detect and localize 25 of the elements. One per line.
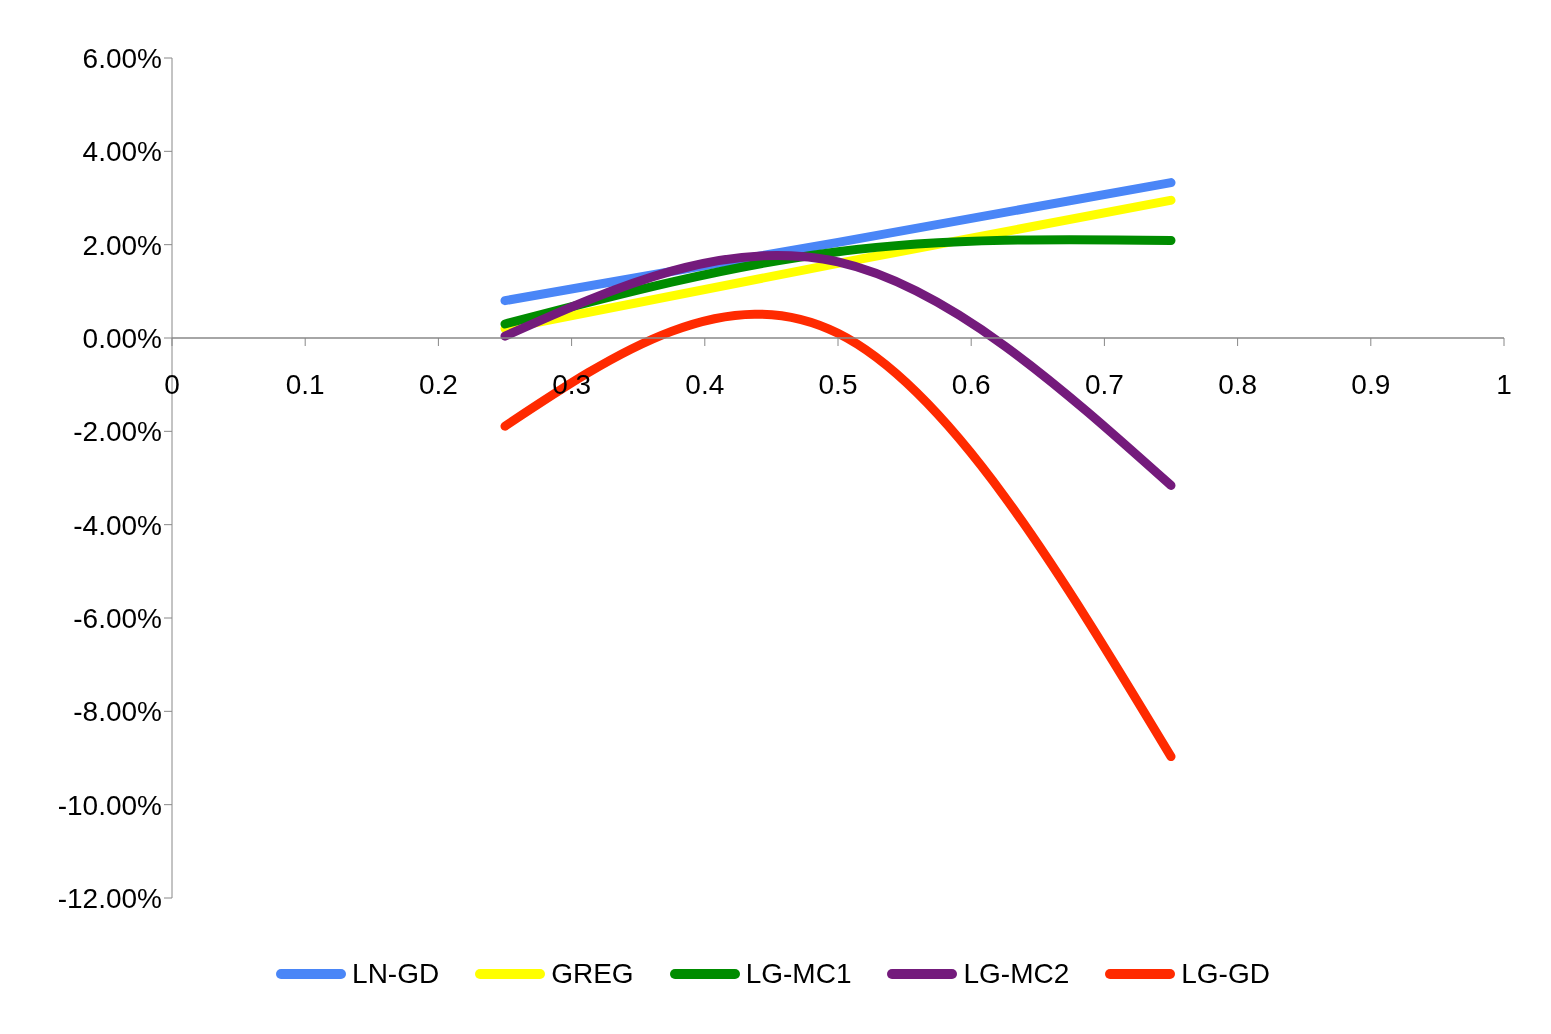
- y-tick-label: 2.00%: [82, 229, 162, 261]
- y-tick-label: -10.00%: [57, 789, 162, 821]
- y-tick-label: 4.00%: [82, 136, 162, 168]
- x-tick-label: 0.9: [1351, 369, 1391, 400]
- y-tick-label: -4.00%: [73, 509, 162, 541]
- x-tick-label: 0.2: [418, 369, 458, 400]
- x-tick-label: 0.8: [1218, 369, 1258, 400]
- y-tick-label: 6.00%: [82, 42, 162, 74]
- y-tick-label: -8.00%: [73, 696, 162, 728]
- x-tick-label: 0.5: [818, 369, 858, 400]
- y-tick-label: 0.00%: [82, 322, 162, 354]
- legend-label: LG-MC1: [745, 958, 852, 990]
- x-tick-label: 0.4: [685, 369, 725, 400]
- y-tick-label: -6.00%: [73, 602, 162, 634]
- legend-label: LN-GD: [352, 958, 440, 990]
- legend-label: GREG: [551, 958, 634, 990]
- x-tick-label: 0.7: [1084, 369, 1124, 400]
- legend-label: LG-GD: [1181, 958, 1270, 990]
- x-tick-label: 0.1: [285, 369, 325, 400]
- x-tick-label: 0: [164, 369, 180, 400]
- legend-label: LG-MC2: [963, 958, 1070, 990]
- y-tick-label: -12.00%: [57, 882, 162, 914]
- y-tick-label: -2.00%: [73, 416, 162, 448]
- x-tick-label: 0.6: [951, 369, 991, 400]
- x-tick-label: 1: [1496, 369, 1512, 400]
